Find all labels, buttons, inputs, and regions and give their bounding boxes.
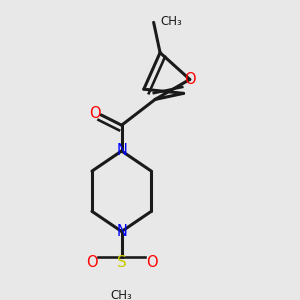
Text: S: S bbox=[117, 255, 127, 270]
Text: O: O bbox=[184, 72, 196, 87]
Text: O: O bbox=[89, 106, 100, 121]
Text: O: O bbox=[146, 255, 158, 270]
Text: CH₃: CH₃ bbox=[160, 15, 182, 28]
Text: O: O bbox=[85, 255, 97, 270]
Text: CH₃: CH₃ bbox=[111, 290, 133, 300]
Text: N: N bbox=[116, 224, 127, 239]
Text: N: N bbox=[116, 143, 127, 158]
